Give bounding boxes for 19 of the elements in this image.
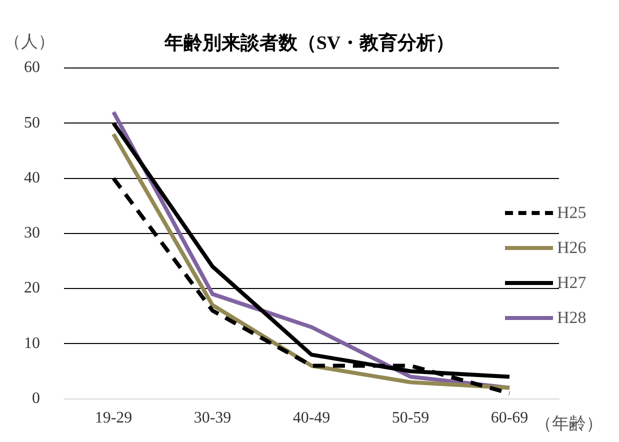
y-tick-label: 20 [24, 280, 40, 297]
y-tick-label: 0 [32, 390, 40, 408]
y-tick-label: 30 [24, 224, 40, 242]
y-axis-title: （人） [4, 31, 55, 53]
x-tick-label: 60-69 [490, 410, 528, 427]
y-tick-label: 10 [24, 334, 40, 352]
legend-label: H27 [557, 272, 586, 292]
x-tick-label: 40-49 [292, 410, 330, 427]
x-axis-title: （年齢） [535, 413, 603, 435]
legend-label: H26 [557, 238, 586, 258]
chart-title: 年齢別来談者数（SV・教育分析） [164, 33, 455, 54]
x-tick-label: 30-39 [194, 410, 232, 427]
x-tick-label: 50-59 [392, 410, 430, 427]
y-tick-label: 60 [24, 59, 40, 76]
legend-label: H25 [557, 202, 586, 222]
y-tick-label: 40 [24, 169, 40, 186]
legend-label: H28 [557, 308, 586, 328]
x-tick-label: 19-29 [94, 410, 132, 427]
y-tick-label: 50 [24, 114, 40, 132]
